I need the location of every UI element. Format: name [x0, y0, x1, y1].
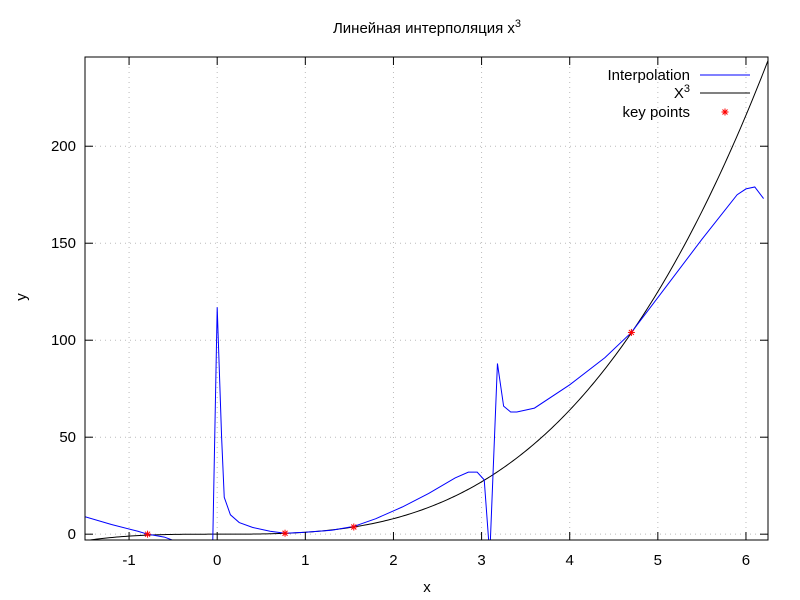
- y-tick-label: 200: [51, 138, 76, 155]
- x-axis-label: x: [423, 579, 431, 596]
- x-tick-label: 6: [742, 552, 750, 569]
- legend-label-key-points: key points: [622, 104, 690, 121]
- x-tick-label: 1: [301, 552, 309, 569]
- x-tick-label: 0: [213, 552, 221, 569]
- y-axis-label: y: [13, 293, 30, 301]
- key-point-marker: [350, 523, 358, 531]
- y-tick-label: 100: [51, 332, 76, 349]
- grid: [85, 57, 768, 540]
- series-cubic-line: [86, 60, 768, 540]
- y-tick-label: 150: [51, 235, 76, 252]
- y-tick-label: 0: [68, 526, 76, 543]
- key-point-marker: [144, 530, 152, 538]
- x-tick-label: -1: [122, 552, 135, 569]
- x-tick-label: 5: [654, 552, 662, 569]
- y-tick-label: 50: [59, 429, 76, 446]
- legend: Interpolation X3 key points: [607, 67, 750, 121]
- axis-ticks: -1 0 1 2 3 4 5 6 0 50 100 150 200: [51, 57, 768, 569]
- legend-swatch-key-points: [721, 108, 729, 116]
- series-interpolation-line: [85, 186, 764, 540]
- x-tick-label: 3: [477, 552, 485, 569]
- x-tick-label: 4: [566, 552, 574, 569]
- legend-label-interpolation: Interpolation: [607, 67, 690, 84]
- series-group: [85, 60, 768, 540]
- key-point-marker: [627, 328, 635, 336]
- legend-label-cubic: X3: [674, 83, 690, 102]
- x-tick-label: 2: [389, 552, 397, 569]
- plot-area: [85, 60, 768, 540]
- chart-title: Линейная интерполяция x3: [333, 18, 521, 37]
- key-point-marker: [281, 529, 289, 537]
- plot-border: [84, 56, 769, 541]
